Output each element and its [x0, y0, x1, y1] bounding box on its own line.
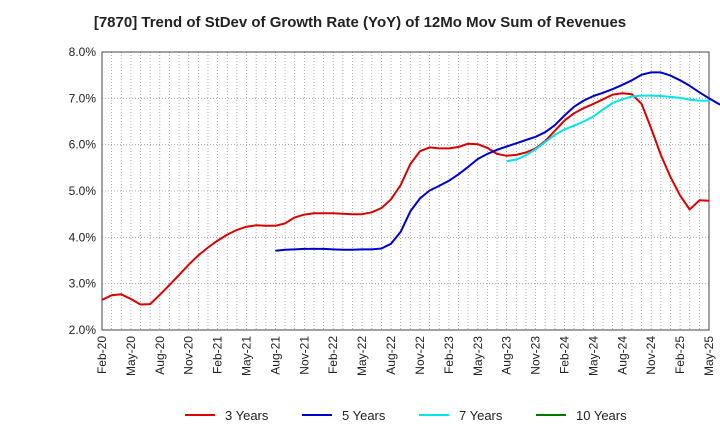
x-tick-label: Aug-21 — [268, 336, 282, 375]
series-layer — [101, 71, 720, 306]
x-tick-label: Aug-23 — [500, 336, 514, 375]
x-tick-label: Nov-24 — [644, 336, 658, 375]
x-tick-label: Nov-23 — [529, 336, 543, 375]
y-tick-label: 4.0% — [69, 230, 97, 244]
x-tick-label: Feb-23 — [442, 336, 456, 374]
y-tick-label: 8.0% — [69, 45, 97, 59]
y-tick-label: 2.0% — [69, 323, 97, 337]
x-tick-label: Feb-24 — [557, 336, 571, 374]
legend: 3 Years 5 Years 7 Years 10 Years — [185, 408, 627, 423]
x-tick-label: Feb-21 — [211, 336, 225, 374]
legend-label-10-years: 10 Years — [576, 408, 627, 423]
y-axis-ticks: 2.0% 3.0% 4.0% 5.0% 6.0% 7.0% 8.0% — [69, 45, 97, 337]
series-line-5-years — [275, 71, 720, 252]
series-line-3-years — [101, 92, 710, 306]
legend-label-7-years: 7 Years — [459, 408, 503, 423]
x-tick-label: Aug-20 — [153, 336, 167, 375]
x-tick-label: Feb-25 — [673, 336, 687, 374]
x-tick-label: Aug-22 — [384, 336, 398, 375]
grid-layer — [102, 51, 709, 331]
x-tick-label: Nov-20 — [182, 336, 196, 375]
x-tick-label: May-25 — [702, 336, 716, 376]
plot-frame — [101, 51, 710, 331]
x-tick-label: Nov-22 — [413, 336, 427, 375]
legend-label-3-years: 3 Years — [225, 408, 269, 423]
x-tick-label: Feb-22 — [326, 336, 340, 374]
x-tick-label: Nov-21 — [297, 336, 311, 375]
x-tick-label: May-20 — [124, 336, 138, 376]
x-tick-label: May-24 — [586, 336, 600, 376]
series-line-7-years — [506, 94, 709, 163]
x-tick-label: Feb-20 — [95, 336, 109, 374]
x-axis-ticks: Feb-20 May-20 Aug-20 Nov-20 Feb-21 May-21 Aug-… — [95, 336, 716, 376]
chart-title: [7870] Trend of StDev of Growth Rate (Yo… — [93, 14, 627, 31]
y-tick-label: 5.0% — [69, 184, 97, 198]
x-tick-label: Aug-24 — [615, 336, 629, 375]
x-tick-label: May-22 — [355, 336, 369, 376]
x-tick-label: May-23 — [471, 336, 485, 376]
y-tick-label: 7.0% — [69, 91, 97, 105]
y-tick-label: 3.0% — [69, 277, 97, 291]
y-tick-label: 6.0% — [69, 138, 97, 152]
x-tick-label: May-21 — [240, 336, 254, 376]
legend-label-5-years: 5 Years — [342, 408, 386, 423]
